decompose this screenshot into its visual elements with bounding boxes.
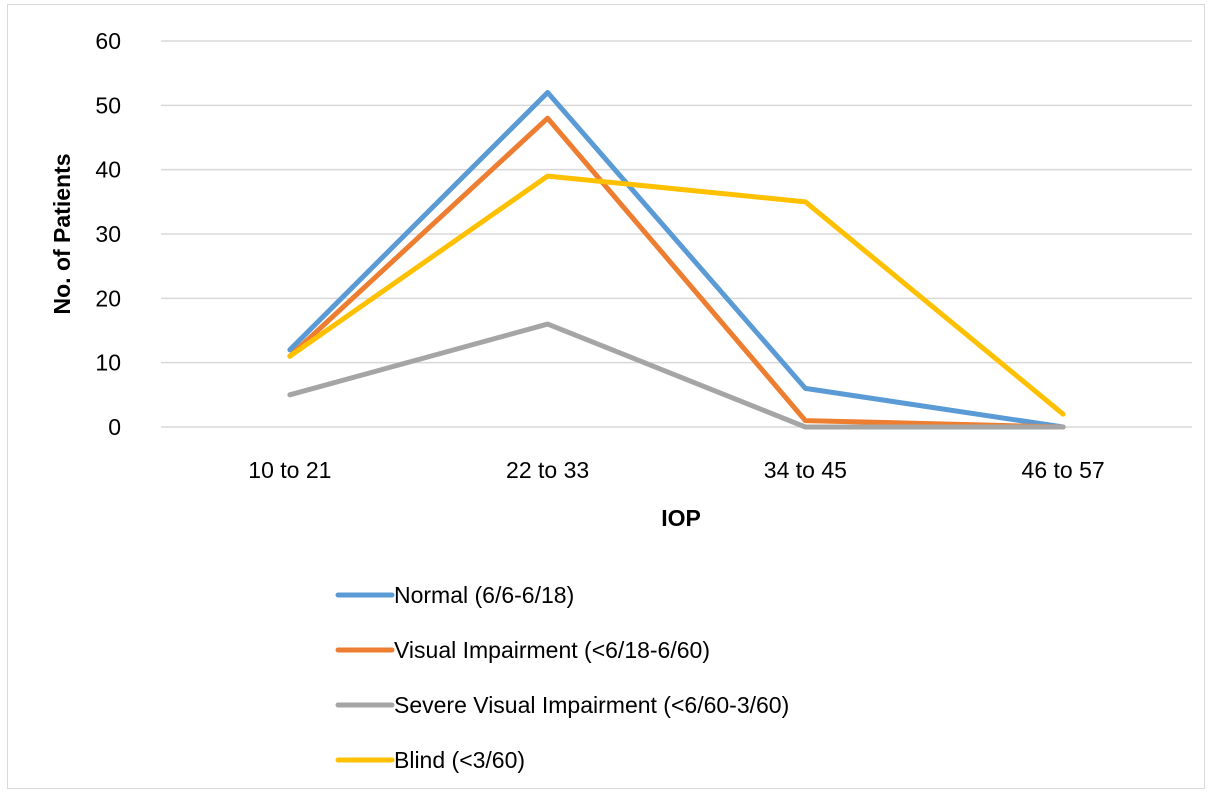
- legend-item: Blind (<3/60): [335, 747, 525, 773]
- y-tick-label: 60: [95, 28, 121, 54]
- gridlines: [161, 40, 1192, 428]
- legend-label: Severe Visual Impairment (<6/60-3/60): [394, 692, 789, 718]
- legend-label: Blind (<3/60): [394, 747, 525, 773]
- y-tick-label: 30: [95, 221, 121, 247]
- y-tick-labels: 0 10 20 30 40 50 60: [95, 28, 121, 440]
- legend-item: Visual Impairment (<6/18-6/60): [335, 637, 710, 663]
- y-tick-label: 40: [95, 157, 121, 183]
- y-tick-label: 10: [95, 350, 121, 376]
- series-lines: [287, 89, 1066, 430]
- x-axis-title: IOP: [661, 505, 701, 531]
- legend-item: Severe Visual Impairment (<6/60-3/60): [335, 692, 789, 718]
- x-tick-label: 34 to 45: [764, 457, 847, 483]
- x-tick-label: 46 to 57: [1022, 457, 1105, 483]
- chart-frame: [7, 4, 1205, 789]
- x-tick-label: 22 to 33: [506, 457, 589, 483]
- series-line: [287, 89, 1066, 430]
- series-line: [287, 321, 1066, 430]
- series-line: [287, 115, 1066, 430]
- y-tick-label: 0: [108, 414, 121, 440]
- legend-item: Normal (6/6-6/18): [335, 582, 574, 608]
- y-tick-label: 20: [95, 285, 121, 311]
- series-line: [287, 173, 1066, 417]
- legend: Normal (6/6-6/18) Visual Impairment (<6/1…: [335, 582, 789, 773]
- legend-label: Normal (6/6-6/18): [394, 582, 574, 608]
- y-tick-label: 50: [95, 92, 121, 118]
- x-tick-labels: 10 to 21 22 to 33 34 to 45 46 to 57: [248, 457, 1104, 483]
- y-axis-title: No. of Patients: [49, 153, 75, 314]
- x-tick-label: 10 to 21: [248, 457, 331, 483]
- legend-label: Visual Impairment (<6/18-6/60): [394, 637, 710, 663]
